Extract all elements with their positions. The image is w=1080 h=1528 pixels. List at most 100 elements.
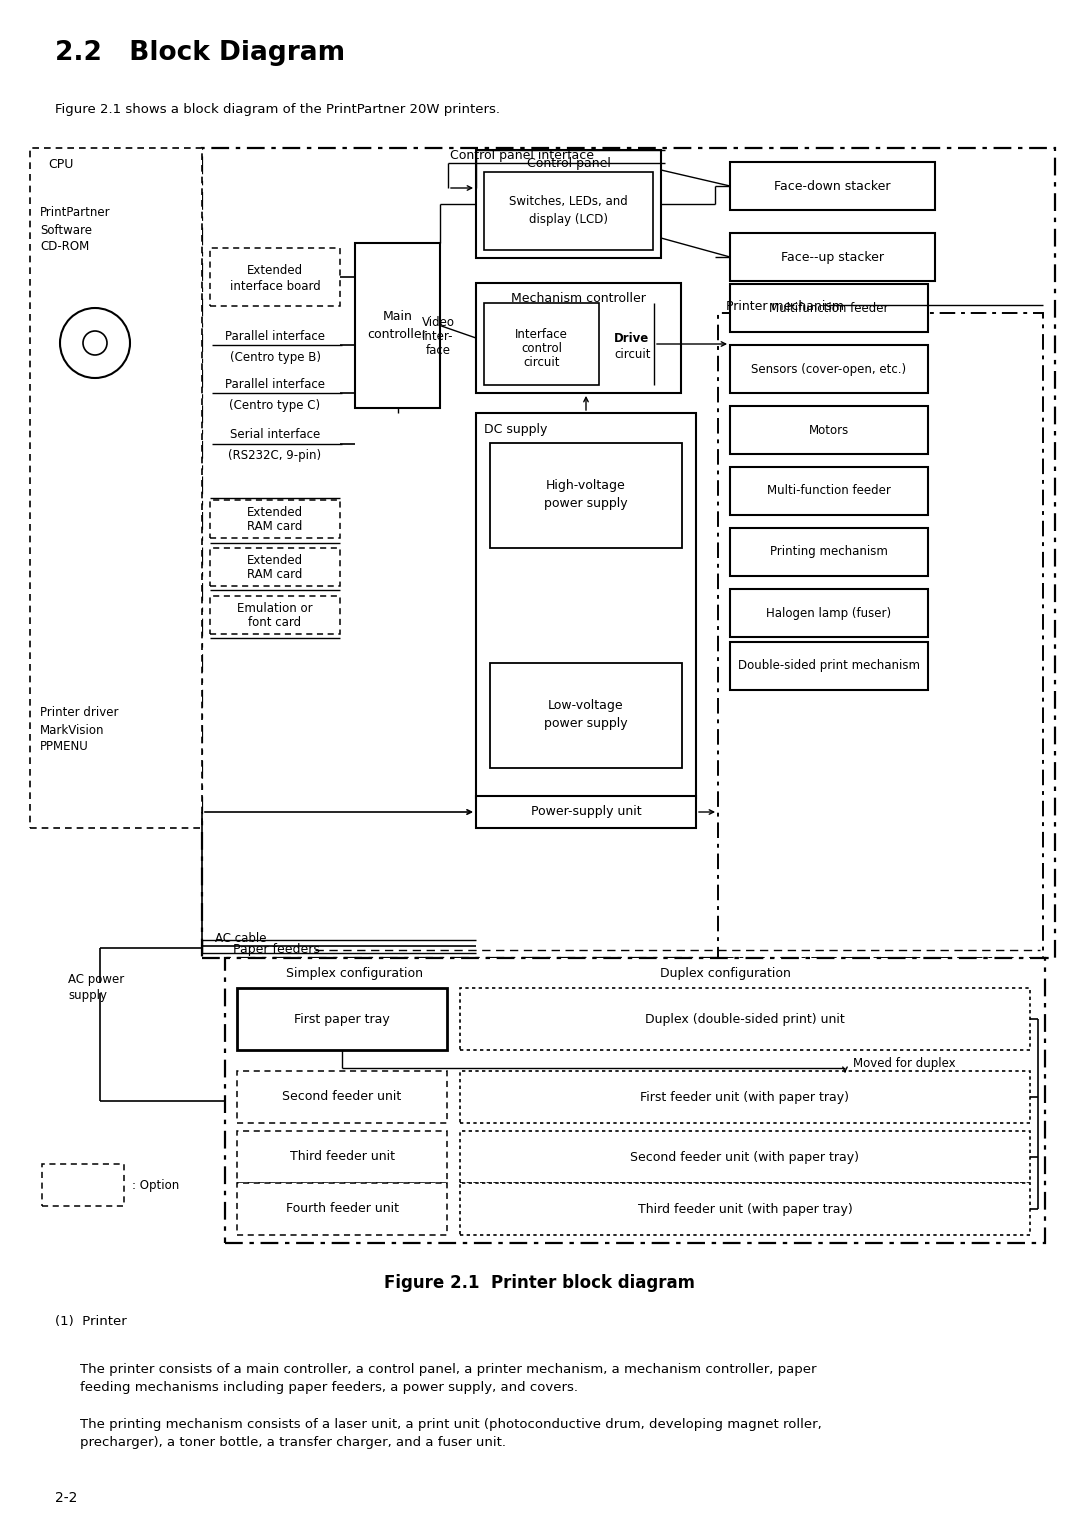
Text: Duplex configuration: Duplex configuration — [660, 967, 791, 979]
Text: AC cable: AC cable — [215, 932, 267, 944]
Bar — [490, 663, 681, 769]
Bar — [30, 148, 202, 828]
Bar — [202, 148, 1055, 958]
Bar — [460, 1071, 1030, 1123]
Text: Moved for duplex: Moved for duplex — [853, 1056, 956, 1070]
Bar — [476, 283, 681, 393]
Text: Power-supply unit: Power-supply unit — [530, 805, 642, 819]
Text: Paper feeders: Paper feeders — [233, 943, 320, 957]
Bar — [476, 413, 696, 798]
Text: Fourth feeder unit: Fourth feeder unit — [285, 1203, 399, 1215]
Text: High-voltage: High-voltage — [546, 478, 626, 492]
Bar — [237, 1071, 447, 1123]
Bar — [730, 529, 928, 576]
Text: Mechanism controller: Mechanism controller — [511, 292, 646, 304]
Text: control: control — [521, 341, 562, 354]
Bar — [210, 549, 340, 587]
Text: First feeder unit (with paper tray): First feeder unit (with paper tray) — [640, 1091, 850, 1103]
Bar — [718, 313, 1043, 958]
Bar — [355, 243, 440, 408]
Text: (RS232C, 9-pin): (RS232C, 9-pin) — [229, 449, 322, 463]
Text: Printing mechanism: Printing mechanism — [770, 545, 888, 559]
Bar — [210, 500, 340, 538]
Text: power supply: power supply — [544, 497, 627, 510]
Text: CPU: CPU — [48, 157, 73, 171]
Text: Control panel interface: Control panel interface — [450, 150, 594, 162]
Text: Second feeder unit (with paper tray): Second feeder unit (with paper tray) — [631, 1151, 860, 1163]
Text: Control panel: Control panel — [527, 157, 610, 171]
Text: supply: supply — [68, 990, 107, 1002]
Text: Software: Software — [40, 223, 92, 237]
Text: MarkVision: MarkVision — [40, 723, 105, 736]
Text: Extended: Extended — [247, 555, 303, 567]
Text: circuit: circuit — [523, 356, 559, 368]
Text: face: face — [426, 344, 450, 356]
Bar — [460, 1183, 1030, 1235]
Text: (1)  Printer: (1) Printer — [55, 1314, 126, 1328]
Text: Third feeder unit: Third feeder unit — [289, 1151, 394, 1163]
Bar — [484, 173, 653, 251]
Bar — [730, 406, 928, 454]
Bar — [42, 1164, 124, 1206]
Text: Second feeder unit: Second feeder unit — [282, 1091, 402, 1103]
Text: Sensors (cover-open, etc.): Sensors (cover-open, etc.) — [752, 362, 906, 376]
Bar — [476, 796, 696, 828]
Text: controller: controller — [367, 329, 428, 341]
Bar — [225, 958, 1045, 1242]
Text: Halogen lamp (fuser): Halogen lamp (fuser) — [767, 607, 892, 619]
Text: Multi-function feeder: Multi-function feeder — [767, 484, 891, 498]
Text: Simplex configuration: Simplex configuration — [286, 967, 423, 979]
Text: 2.2   Block Diagram: 2.2 Block Diagram — [55, 40, 346, 66]
Text: Video: Video — [421, 315, 455, 329]
Text: PrintPartner: PrintPartner — [40, 206, 110, 220]
Bar — [730, 588, 928, 637]
Text: Serial interface: Serial interface — [230, 428, 320, 442]
Text: RAM card: RAM card — [247, 568, 302, 582]
Text: Extended: Extended — [247, 506, 303, 520]
Text: Double-sided print mechanism: Double-sided print mechanism — [738, 660, 920, 672]
Bar — [730, 162, 935, 209]
Text: Parallel interface: Parallel interface — [225, 377, 325, 391]
Text: Emulation or: Emulation or — [238, 602, 313, 616]
Bar — [476, 150, 661, 258]
Text: Printer mechanism: Printer mechanism — [726, 301, 843, 313]
Bar — [237, 1183, 447, 1235]
Bar — [237, 989, 447, 1050]
Text: Figure 2.1 shows a block diagram of the PrintPartner 20W printers.: Figure 2.1 shows a block diagram of the … — [55, 104, 500, 116]
Text: The printing mechanism consists of a laser unit, a print unit (photoconductive d: The printing mechanism consists of a las… — [80, 1418, 822, 1449]
Text: CD-ROM: CD-ROM — [40, 240, 90, 254]
Bar — [210, 596, 340, 634]
Bar — [730, 642, 928, 691]
Text: 2-2: 2-2 — [55, 1491, 78, 1505]
Bar — [460, 1131, 1030, 1183]
Text: Printer driver: Printer driver — [40, 706, 119, 720]
Text: power supply: power supply — [544, 717, 627, 730]
Text: Interface: Interface — [515, 327, 568, 341]
Bar — [210, 248, 340, 306]
Bar — [484, 303, 599, 385]
Text: Multifunction feeder: Multifunction feeder — [769, 301, 889, 315]
Text: Low-voltage: Low-voltage — [549, 698, 624, 712]
Bar — [730, 284, 928, 332]
Bar — [237, 1131, 447, 1183]
Bar — [730, 468, 928, 515]
Text: display (LCD): display (LCD) — [529, 212, 608, 226]
Text: First paper tray: First paper tray — [294, 1013, 390, 1025]
Text: : Option: : Option — [132, 1178, 179, 1192]
Text: AC power: AC power — [68, 973, 124, 987]
Text: inter-: inter- — [422, 330, 454, 342]
Bar — [460, 989, 1030, 1050]
Text: (Centro type B): (Centro type B) — [229, 350, 321, 364]
Text: PPMENU: PPMENU — [40, 741, 89, 753]
Bar — [730, 232, 935, 281]
Text: Face-down stacker: Face-down stacker — [774, 179, 891, 193]
Text: Switches, LEDs, and: Switches, LEDs, and — [509, 194, 627, 208]
Text: Face--up stacker: Face--up stacker — [781, 251, 885, 263]
Text: RAM card: RAM card — [247, 521, 302, 533]
Text: Duplex (double-sided print) unit: Duplex (double-sided print) unit — [645, 1013, 845, 1025]
Text: interface board: interface board — [230, 280, 321, 292]
Text: Third feeder unit (with paper tray): Third feeder unit (with paper tray) — [637, 1203, 852, 1215]
Text: The printer consists of a main controller, a control panel, a printer mechanism,: The printer consists of a main controlle… — [80, 1363, 816, 1394]
Text: DC supply: DC supply — [484, 423, 548, 435]
Text: Main: Main — [382, 310, 413, 322]
